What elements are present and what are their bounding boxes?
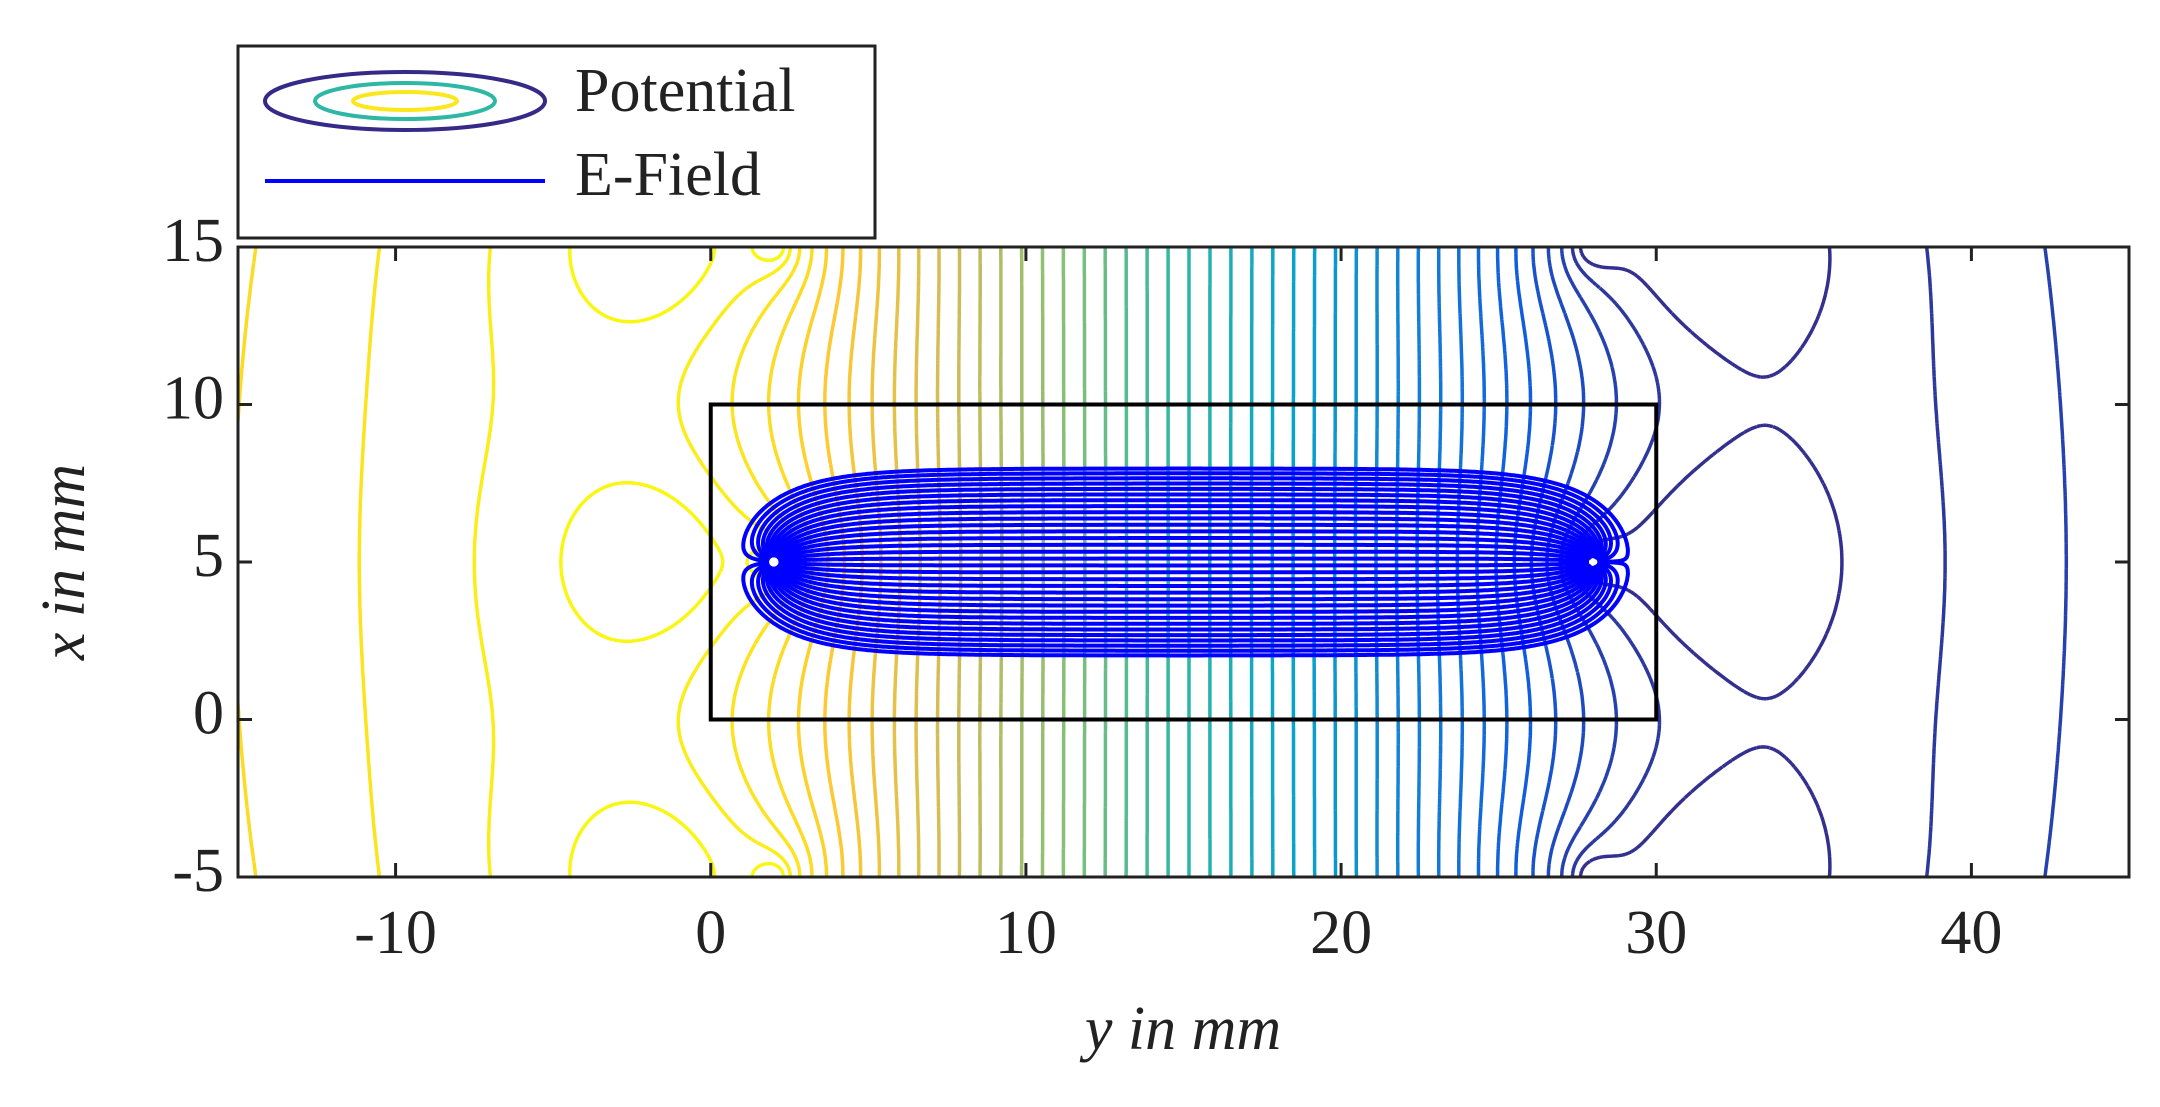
contour-line [1105,247,1106,877]
y-tick-label: -5 [172,837,224,905]
y-tick-label: 5 [193,522,224,590]
contour-line [1355,247,1356,877]
y-tick-label: 10 [162,365,224,433]
contour-line [1397,247,1399,877]
x-tick-label: 20 [1310,899,1372,967]
legend: Potential E-Field [238,46,875,238]
contour-line [980,247,981,877]
legend-label: Potential [575,57,795,125]
x-tick-label: 30 [1625,899,1687,967]
y-tick-label: 0 [193,680,224,748]
y-tick-label: 15 [162,207,224,275]
contour-line [1022,247,1023,877]
legend-label: E-Field [575,141,761,209]
contour-line [959,247,961,877]
contour-line [1084,247,1085,877]
x-tick-label: 0 [695,899,726,967]
x-tick-label: 10 [995,899,1057,967]
x-tick-label: 40 [1940,899,2002,967]
contour-line [1293,247,1294,877]
contour-line [1314,247,1315,877]
contour-line [1272,247,1273,877]
contour-line [1042,247,1043,877]
x-axis-label: y in mm [1079,995,1281,1063]
y-axis-label: x in mm [30,464,98,661]
x-tick-label: -10 [354,899,437,967]
contour-line [1001,247,1002,877]
contour-line [1376,247,1377,877]
contour-line [1335,247,1336,877]
contour-line [1063,247,1064,877]
